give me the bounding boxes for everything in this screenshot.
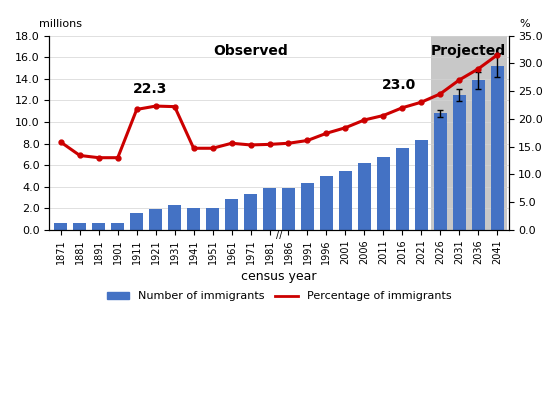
Bar bbox=[130, 212, 143, 230]
Bar bbox=[339, 171, 352, 230]
Bar bbox=[377, 157, 390, 230]
Text: Observed: Observed bbox=[213, 44, 288, 58]
Bar bbox=[54, 224, 68, 230]
Bar bbox=[149, 209, 162, 230]
Bar bbox=[111, 222, 124, 230]
Bar bbox=[206, 208, 219, 230]
Text: millions: millions bbox=[39, 19, 82, 29]
Bar bbox=[472, 80, 485, 230]
Bar bbox=[431, 36, 507, 230]
Text: 22.3: 22.3 bbox=[133, 82, 167, 96]
Bar bbox=[415, 140, 428, 230]
Bar bbox=[320, 176, 333, 230]
Bar bbox=[263, 188, 276, 230]
Bar bbox=[225, 199, 238, 230]
Legend: Number of immigrants, Percentage of immigrants: Number of immigrants, Percentage of immi… bbox=[102, 287, 456, 306]
X-axis label: census year: census year bbox=[241, 270, 317, 283]
Bar bbox=[301, 183, 314, 230]
Bar bbox=[92, 223, 105, 230]
Bar bbox=[73, 223, 86, 230]
Text: Projected: Projected bbox=[431, 44, 506, 58]
Bar bbox=[187, 208, 200, 230]
Bar bbox=[244, 194, 257, 230]
Bar bbox=[168, 205, 181, 230]
Bar bbox=[396, 149, 409, 230]
Bar bbox=[282, 188, 295, 230]
Bar bbox=[490, 66, 504, 230]
Text: //: // bbox=[276, 230, 282, 240]
Bar bbox=[358, 163, 371, 230]
Bar bbox=[434, 113, 447, 230]
Text: 23.0: 23.0 bbox=[381, 78, 416, 92]
Bar bbox=[453, 95, 466, 230]
Text: %: % bbox=[519, 19, 530, 29]
